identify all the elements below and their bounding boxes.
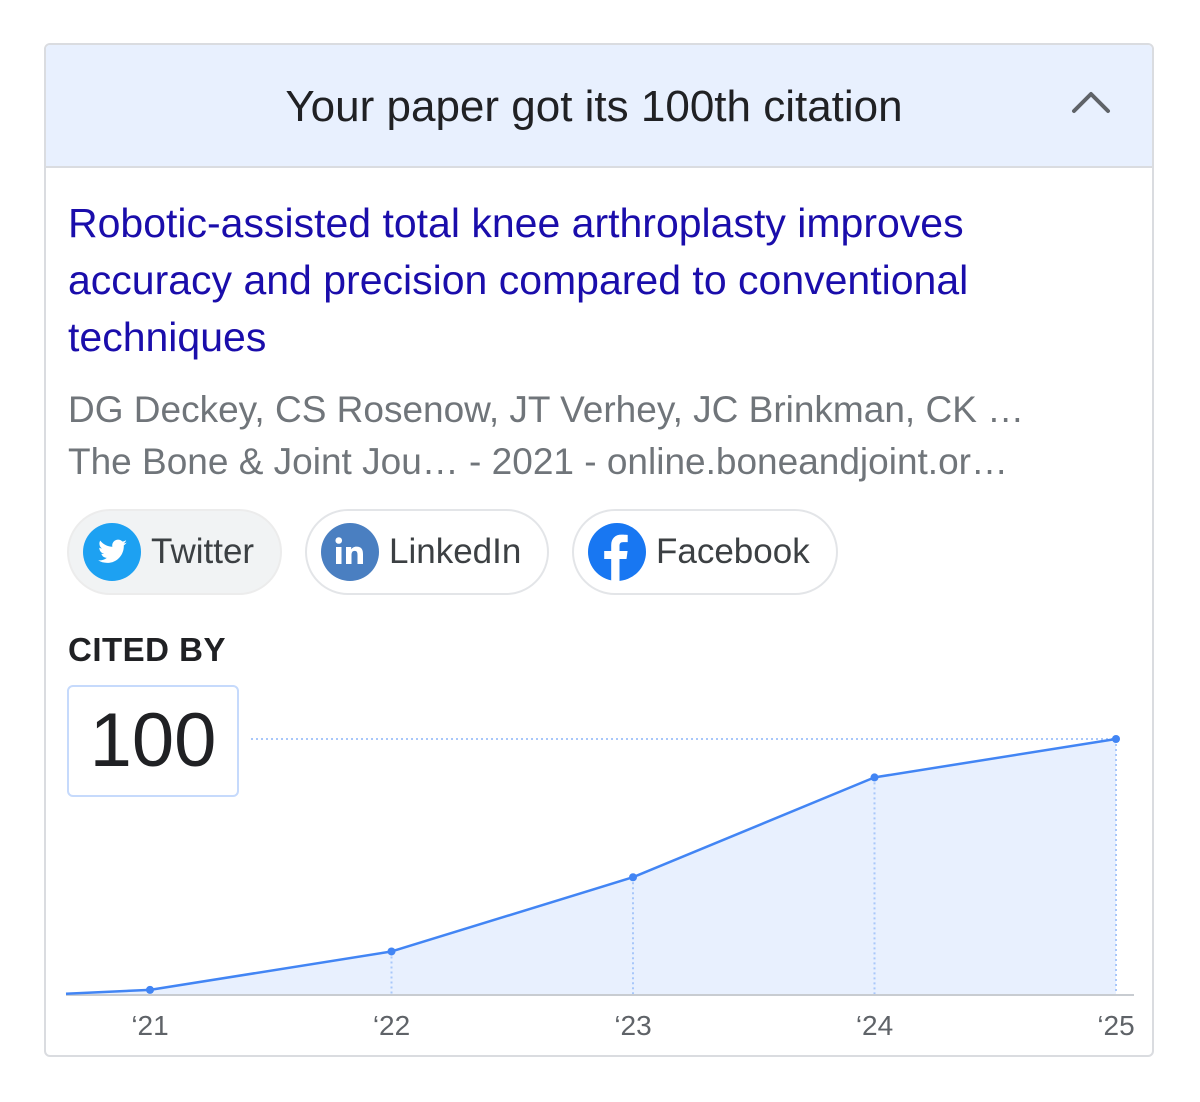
header-title: Your paper got its 100th citation	[285, 82, 903, 131]
data-point-‘25	[1112, 735, 1120, 743]
linkedin-icon	[321, 523, 379, 581]
facebook-label: Facebook	[656, 532, 810, 571]
paper-source: The Bone & Joint Jou… - 2021 - online.bo…	[68, 441, 1008, 482]
x-tick-label: ‘23	[614, 1010, 651, 1041]
x-tick-label: ‘21	[131, 1010, 168, 1041]
data-point-‘23	[629, 873, 637, 882]
twitter-label: Twitter	[151, 532, 255, 571]
cited-by-label: CITED BY	[68, 631, 227, 668]
x-tick-label: ‘22	[373, 1010, 410, 1041]
twitter-share-button[interactable]: Twitter	[67, 509, 282, 595]
card-header[interactable]: Your paper got its 100th citation	[46, 45, 1152, 168]
twitter-icon	[83, 523, 141, 581]
x-tick-label: ‘25	[1097, 1010, 1134, 1041]
citation-card: Your paper got its 100th citation Roboti…	[44, 43, 1154, 1057]
paper-authors: DG Deckey, CS Rosenow, JT Verhey, JC Bri…	[68, 389, 1025, 430]
linkedin-share-button[interactable]: LinkedIn	[305, 509, 549, 595]
chevron-up-icon[interactable]	[1070, 87, 1112, 117]
data-point-‘22	[387, 947, 396, 956]
facebook-icon	[588, 523, 646, 581]
data-point-‘21	[146, 985, 154, 994]
citation-count: 100	[89, 698, 217, 783]
paper-title-link[interactable]: Robotic-assisted total knee arthroplasty…	[68, 200, 969, 360]
facebook-share-button[interactable]: Facebook	[572, 509, 838, 595]
citation-count-box[interactable]: 100	[67, 685, 239, 797]
linkedin-label: LinkedIn	[389, 532, 522, 571]
x-tick-label: ‘24	[856, 1010, 893, 1041]
data-point-‘24	[870, 773, 879, 782]
